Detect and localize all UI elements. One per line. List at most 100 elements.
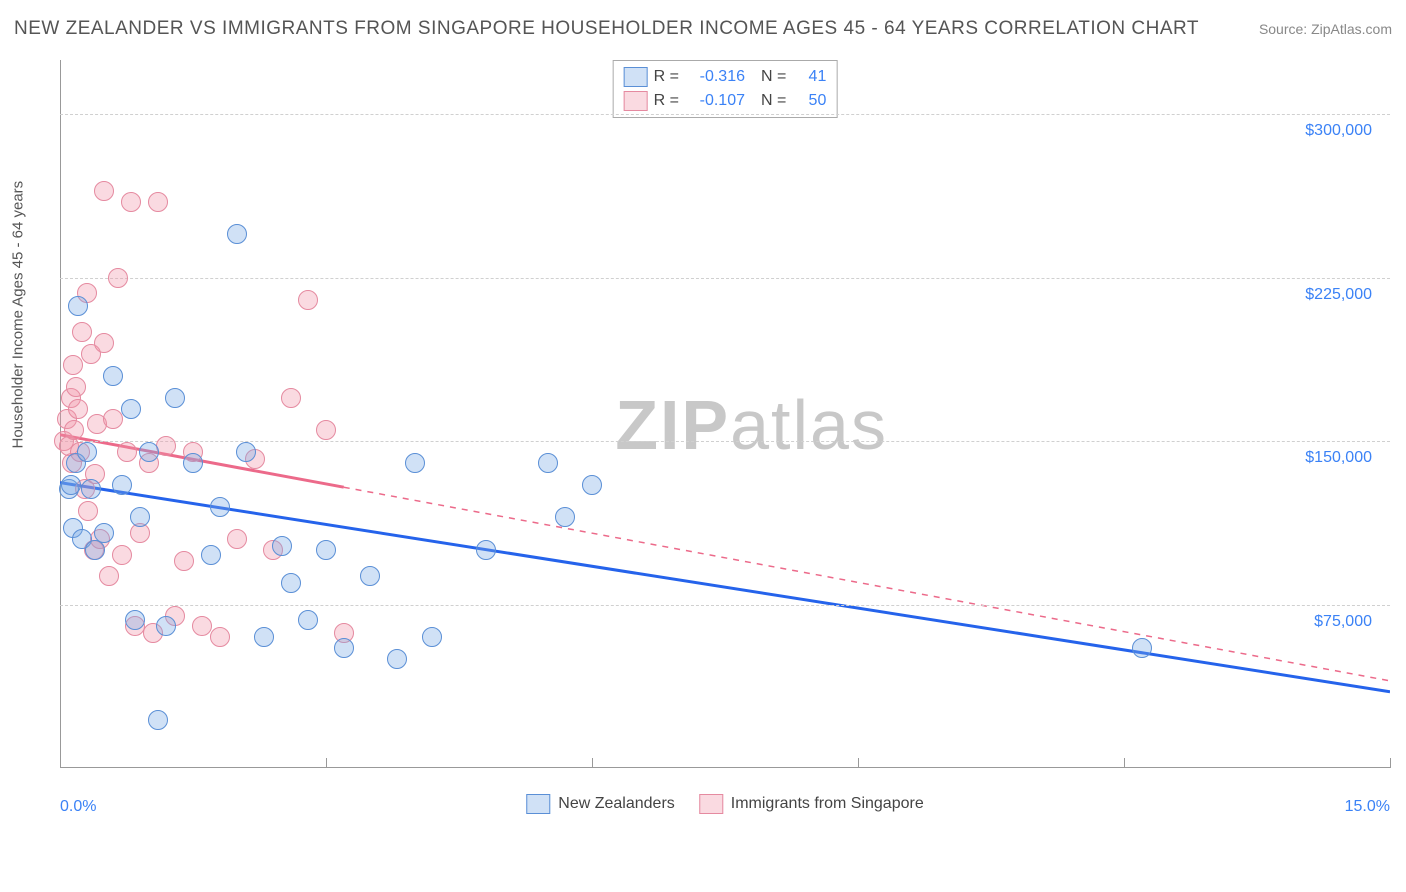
data-point (387, 649, 407, 669)
legend-r-value: -0.107 (685, 92, 745, 110)
legend-n-label: N = (761, 92, 786, 110)
data-point (85, 540, 105, 560)
legend-series-name: New Zealanders (558, 795, 675, 813)
data-point (555, 507, 575, 527)
gridline (60, 605, 1390, 606)
legend-swatch (624, 67, 648, 87)
y-tick-label: $225,000 (1305, 286, 1372, 304)
y-axis-label: Householder Income Ages 45 - 64 years (10, 181, 27, 449)
data-point (94, 181, 114, 201)
legend-swatch (699, 794, 723, 814)
data-point (103, 366, 123, 386)
y-tick-label: $150,000 (1305, 449, 1372, 467)
legend-item: Immigrants from Singapore (699, 794, 924, 814)
trend-line-dashed (344, 487, 1390, 681)
plot-area: ZIPatlas R = -0.316 N = 41 R = -0.107 N = 50 Ne… (60, 60, 1390, 820)
chart-title: NEW ZEALANDER VS IMMIGRANTS FROM SINGAPO… (14, 18, 1199, 40)
data-point (94, 333, 114, 353)
legend-n-value: 41 (792, 68, 826, 86)
legend-r-label: R = (654, 68, 679, 86)
legend-r-value: -0.316 (685, 68, 745, 86)
data-point (61, 475, 81, 495)
watermark: ZIPatlas (615, 385, 888, 465)
x-axis (60, 767, 1390, 768)
data-point (582, 475, 602, 495)
data-point (130, 507, 150, 527)
correlation-legend: R = -0.316 N = 41 R = -0.107 N = 50 (613, 60, 838, 118)
data-point (125, 610, 145, 630)
x-tick (1390, 758, 1391, 768)
x-tick (592, 758, 593, 768)
x-tick (326, 758, 327, 768)
data-point (94, 523, 114, 543)
data-point (174, 551, 194, 571)
data-point (99, 566, 119, 586)
x-tick-label: 15.0% (1345, 798, 1390, 816)
legend-swatch (526, 794, 550, 814)
y-tick-label: $75,000 (1314, 613, 1372, 631)
x-tick (1124, 758, 1125, 768)
data-point (112, 545, 132, 565)
data-point (156, 436, 176, 456)
data-point (227, 529, 247, 549)
data-point (66, 377, 86, 397)
data-point (298, 290, 318, 310)
data-point (121, 192, 141, 212)
data-point (316, 420, 336, 440)
data-point (201, 545, 221, 565)
legend-series-name: Immigrants from Singapore (731, 795, 924, 813)
data-point (236, 442, 256, 462)
gridline (60, 114, 1390, 115)
data-point (210, 497, 230, 517)
data-point (139, 442, 159, 462)
watermark-light: atlas (730, 386, 888, 464)
data-point (422, 627, 442, 647)
legend-item: New Zealanders (526, 794, 675, 814)
data-point (1132, 638, 1152, 658)
data-point (281, 388, 301, 408)
data-point (121, 399, 141, 419)
data-point (117, 442, 137, 462)
data-point (210, 627, 230, 647)
data-point (538, 453, 558, 473)
gridline (60, 278, 1390, 279)
series-legend: New Zealanders Immigrants from Singapore (526, 794, 923, 814)
data-point (78, 501, 98, 521)
data-point (64, 420, 84, 440)
data-point (68, 399, 88, 419)
data-point (281, 573, 301, 593)
data-point (227, 224, 247, 244)
data-point (148, 710, 168, 730)
legend-stat-row: R = -0.316 N = 41 (624, 65, 827, 89)
legend-r-label: R = (654, 92, 679, 110)
x-tick-label: 0.0% (60, 798, 96, 816)
data-point (254, 627, 274, 647)
data-point (81, 479, 101, 499)
data-point (316, 540, 336, 560)
data-point (165, 388, 185, 408)
data-point (360, 566, 380, 586)
trend-lines (60, 60, 1390, 820)
watermark-bold: ZIP (615, 386, 730, 464)
data-point (77, 442, 97, 462)
data-point (334, 638, 354, 658)
data-point (72, 322, 92, 342)
data-point (192, 616, 212, 636)
legend-swatch (624, 91, 648, 111)
legend-n-label: N = (761, 68, 786, 86)
data-point (272, 536, 292, 556)
data-point (112, 475, 132, 495)
data-point (476, 540, 496, 560)
legend-n-value: 50 (792, 92, 826, 110)
legend-stat-row: R = -0.107 N = 50 (624, 89, 827, 113)
x-tick (60, 758, 61, 768)
y-tick-label: $300,000 (1305, 122, 1372, 140)
data-point (298, 610, 318, 630)
data-point (103, 409, 123, 429)
data-point (68, 296, 88, 316)
data-point (148, 192, 168, 212)
source-label: Source: ZipAtlas.com (1259, 21, 1392, 37)
data-point (183, 453, 203, 473)
x-tick (858, 758, 859, 768)
data-point (63, 355, 83, 375)
